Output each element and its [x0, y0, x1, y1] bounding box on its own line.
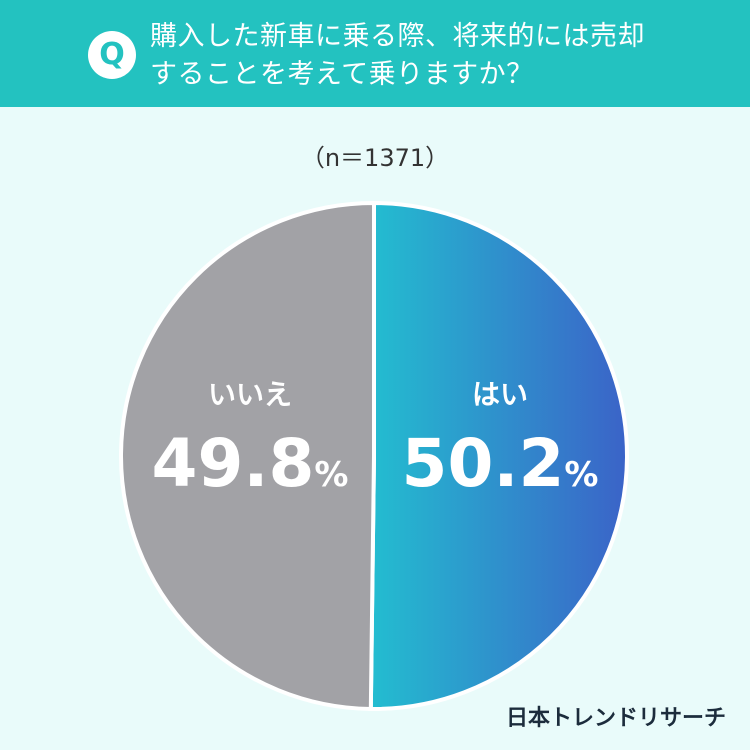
- slice-value-yes: 50.2%: [402, 425, 599, 502]
- question-header: Q 購入した新車に乗る際、将来的には売却 することを考えて乗りますか？: [0, 0, 750, 107]
- sample-size: （n＝1371）: [300, 144, 450, 172]
- question-text: 購入した新車に乗る際、将来的には売却 することを考えて乗りますか？: [150, 18, 710, 94]
- question-line-2: することを考えて乗りますか？: [150, 59, 534, 90]
- question-badge-letter: Q: [99, 37, 125, 72]
- slice-value-no: 49.8%: [152, 425, 349, 502]
- pie-slice-no: [119, 200, 376, 712]
- slice-label-yes: はい: [472, 378, 528, 411]
- question-badge: Q: [88, 31, 136, 79]
- pie-slice-yes: [368, 200, 629, 711]
- brand-logo: 日本トレンドリサーチ: [505, 706, 726, 731]
- slice-label-no: いいえ: [208, 378, 292, 411]
- question-line-1: 購入した新車に乗る際、将来的には売却: [150, 21, 645, 52]
